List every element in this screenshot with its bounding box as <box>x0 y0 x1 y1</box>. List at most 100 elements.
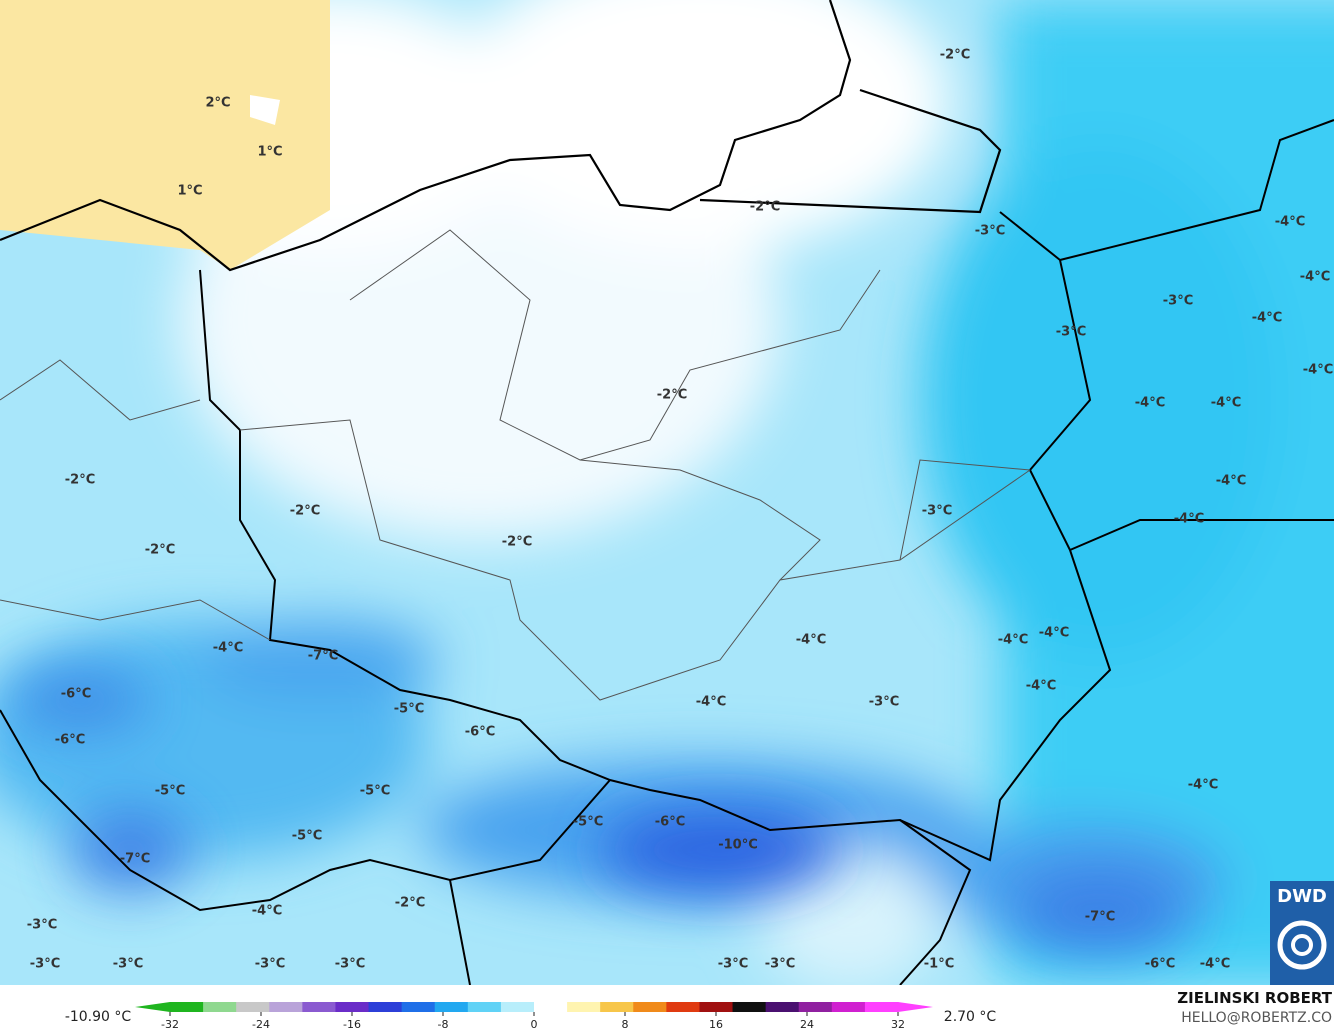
coastline <box>0 0 1002 272</box>
min-label: -10.90 °C <box>65 1009 132 1025</box>
temp-label: -4°C <box>1200 957 1230 972</box>
temp-label: -10°C <box>718 838 758 853</box>
colorbar-tick-label: 32 <box>891 1018 905 1031</box>
colorbar-segment <box>666 1002 700 1012</box>
temp-label: -3°C <box>27 918 57 933</box>
temp-label: -7°C <box>120 852 150 867</box>
colorbar-segment <box>831 1002 866 1012</box>
colorbar-end <box>135 1002 170 1012</box>
colorbar-segment <box>567 1002 601 1012</box>
colorbar-tick-label: -32 <box>161 1018 179 1031</box>
temp-label: -4°C <box>796 633 826 648</box>
colorbar-segment <box>401 1002 436 1012</box>
colorbar-tick-label: 0 <box>531 1018 538 1031</box>
colorbar-tick-label: 16 <box>709 1018 723 1031</box>
colorbar-segment <box>500 1002 535 1012</box>
temp-label: -3°C <box>975 224 1005 239</box>
temp-label: -3°C <box>1056 325 1086 340</box>
temp-label: -7°C <box>308 649 338 664</box>
colorbar-tick-label: 24 <box>800 1018 814 1031</box>
temp-label: -6°C <box>1145 957 1175 972</box>
temp-label: -4°C <box>1026 679 1056 694</box>
max-label: 2.70 °C <box>944 1009 997 1025</box>
colorbar-segment <box>434 1002 469 1012</box>
temp-label: -1°C <box>924 957 954 972</box>
colorbar-segment <box>864 1002 899 1012</box>
temp-label: -4°C <box>1211 396 1241 411</box>
temp-label: -2°C <box>65 473 95 488</box>
colorbar-segment <box>633 1002 667 1012</box>
colorbar-segment <box>732 1002 767 1012</box>
temp-label: -4°C <box>696 695 726 710</box>
temp-label: -4°C <box>213 641 243 656</box>
temp-label: -3°C <box>922 504 952 519</box>
temp-label: -4°C <box>1275 215 1305 230</box>
temp-label: -5°C <box>360 784 390 799</box>
temp-label: -2°C <box>940 48 970 63</box>
temp-label: -4°C <box>1039 626 1069 641</box>
temp-label: -2°C <box>290 504 320 519</box>
temp-label: -6°C <box>655 815 685 830</box>
temp-label: -4°C <box>1216 474 1246 489</box>
temp-label: -3°C <box>335 957 365 972</box>
temp-label: -4°C <box>998 633 1028 648</box>
colorbar-tick-label: -24 <box>252 1018 270 1031</box>
temp-label: -6°C <box>465 725 495 740</box>
temp-label: -3°C <box>255 957 285 972</box>
colorbar-segment <box>467 1002 502 1012</box>
temp-label: -2°C <box>395 896 425 911</box>
contact: HELLO@ROBERTZ.CO <box>1181 1010 1332 1026</box>
colorbar-segment <box>798 1002 833 1012</box>
colorbar-segment <box>699 1002 734 1012</box>
temp-label: -3°C <box>869 695 899 710</box>
colorbar-segment <box>335 1002 370 1012</box>
temp-label: 1°C <box>177 184 202 199</box>
logo-swirl-inner <box>1291 934 1313 956</box>
colorbar-tick-label: -16 <box>343 1018 361 1031</box>
temp-label: 2°C <box>205 96 230 111</box>
colorbar-segment <box>203 1002 237 1012</box>
temp-label: -5°C <box>573 815 603 830</box>
temp-label: -4°C <box>1300 270 1330 285</box>
temp-label: 1°C <box>257 145 282 160</box>
region-borders <box>0 229 1031 701</box>
colorbar-segment <box>269 1002 303 1012</box>
colorbar-segment <box>600 1002 634 1012</box>
warm-area <box>0 0 330 270</box>
temp-label: -4°C <box>252 904 282 919</box>
temp-label: -2°C <box>502 535 532 550</box>
colorbar-segment <box>368 1002 403 1012</box>
temp-label: -4°C <box>1252 311 1282 326</box>
colorbar-segment <box>302 1002 336 1012</box>
logo-swirl <box>1277 920 1327 970</box>
colorbar-segment <box>765 1002 800 1012</box>
temp-label: -3°C <box>1163 294 1193 309</box>
temp-label: -5°C <box>292 829 322 844</box>
temp-label: -2°C <box>657 388 687 403</box>
temp-label: -4°C <box>1135 396 1165 411</box>
map-field <box>0 0 1334 985</box>
temp-label: -4°C <box>1188 778 1218 793</box>
temp-label: -5°C <box>155 784 185 799</box>
colorbar-segment <box>236 1002 270 1012</box>
colorbar-tick-label: -8 <box>438 1018 449 1031</box>
temp-label: -7°C <box>1085 910 1115 925</box>
temp-label: -6°C <box>61 687 91 702</box>
author: ZIELINSKI ROBERT <box>1177 989 1332 1007</box>
country-borders <box>0 119 1334 985</box>
temp-label: -3°C <box>113 957 143 972</box>
temp-label: -2°C <box>750 200 780 215</box>
temp-label: -5°C <box>394 702 424 717</box>
temp-label: -4°C <box>1174 512 1204 527</box>
colorbar-segment <box>534 1002 568 1012</box>
temp-label: -6°C <box>55 733 85 748</box>
temp-label: -3°C <box>765 957 795 972</box>
logo-text: DWD <box>1277 886 1327 907</box>
lake <box>250 95 280 125</box>
temp-label: -2°C <box>145 543 175 558</box>
temp-label: -4°C <box>1303 363 1333 378</box>
temp-label: -3°C <box>718 957 748 972</box>
temp-label: -3°C <box>30 957 60 972</box>
